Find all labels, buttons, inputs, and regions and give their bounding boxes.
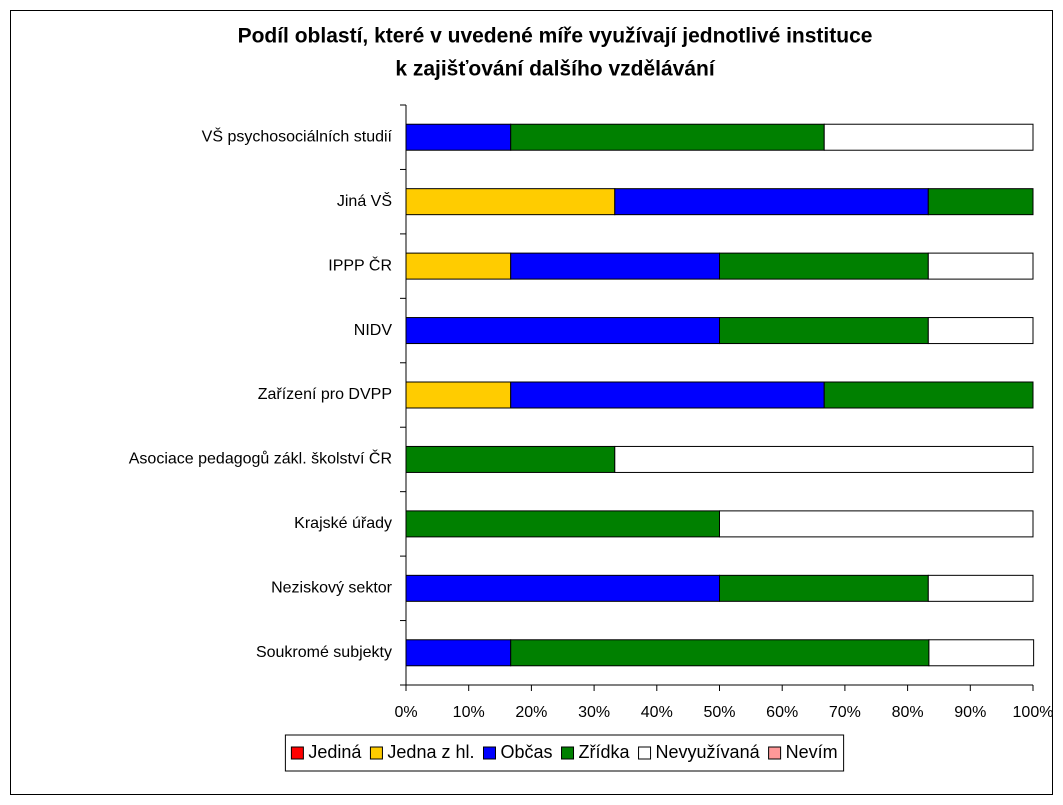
bar-segment <box>405 123 512 151</box>
x-tick-label: 50% <box>703 704 735 721</box>
bar-segment <box>510 639 930 667</box>
x-tick-label: 70% <box>829 704 861 721</box>
bar-segment <box>405 317 720 345</box>
bar-segment <box>823 381 1034 409</box>
legend-swatch <box>638 746 652 760</box>
bar-segment <box>405 445 616 473</box>
legend-label: Jediná <box>308 742 362 762</box>
x-tick-label: 80% <box>892 704 924 721</box>
y-tick-label: Neziskový sektor <box>271 580 393 597</box>
legend-swatch <box>290 746 304 760</box>
bar-segment <box>614 445 1034 473</box>
bar-segment <box>823 123 1034 151</box>
legend-swatch <box>369 746 383 760</box>
chart-title: k zajišťování dalšího vzdělávání <box>395 58 716 81</box>
bar-segment <box>719 252 929 280</box>
legend-swatch <box>561 746 575 760</box>
y-tick-label: NIDV <box>354 322 393 339</box>
bar-segment <box>927 574 1034 602</box>
bar-segment <box>405 574 720 602</box>
bar-segment <box>719 510 1034 538</box>
legend-label: Nevím <box>786 742 838 762</box>
x-tick-label: 0% <box>394 704 417 721</box>
bar-segment <box>927 188 1034 216</box>
y-tick-label: IPPP ČR <box>328 255 392 274</box>
bar-segment <box>927 317 1034 345</box>
x-tick-label: 100% <box>1013 704 1054 721</box>
bar-segment <box>405 381 512 409</box>
legend-label: Jedna z hl. <box>387 742 474 762</box>
x-tick-label: 30% <box>578 704 610 721</box>
bar-segment <box>927 252 1034 280</box>
legend-label: Nevyužívaná <box>656 742 761 762</box>
chart-title: Podíl oblastí, které v uvedené míře využ… <box>238 25 873 48</box>
legend-label: Zřídka <box>579 742 631 762</box>
legend-swatch <box>768 746 782 760</box>
y-tick-label: Soukromé subjekty <box>256 644 392 661</box>
bar-segment <box>719 574 929 602</box>
x-tick-label: 90% <box>954 704 986 721</box>
legend-swatch <box>482 746 496 760</box>
bar-segment <box>510 381 825 409</box>
bar-segment <box>405 510 720 538</box>
x-tick-label: 20% <box>515 704 547 721</box>
x-tick-label: 10% <box>453 704 485 721</box>
y-tick-label: Krajské úřady <box>294 515 392 532</box>
bar-segment <box>405 188 616 216</box>
bar-segment <box>719 317 929 345</box>
y-tick-label: Zařízení pro DVPP <box>258 386 392 403</box>
bar-segment <box>405 639 512 667</box>
bar-segment <box>510 123 825 151</box>
bar-segment <box>614 188 929 216</box>
legend: Jediná Jedna z hl. Občas Zřídka Nevyužívaná N… <box>284 734 845 772</box>
bar-segment <box>510 252 721 280</box>
legend-label: Občas <box>500 742 552 762</box>
bar-segment <box>405 252 512 280</box>
x-tick-label: 40% <box>641 704 673 721</box>
y-tick-label: VŠ psychosociálních studií <box>202 126 393 145</box>
y-tick-label: Jiná VŠ <box>337 191 392 210</box>
bar-segment <box>928 639 1035 667</box>
y-tick-label: Asociace pedagogů zákl. školství ČR <box>129 449 392 468</box>
x-tick-label: 60% <box>766 704 798 721</box>
